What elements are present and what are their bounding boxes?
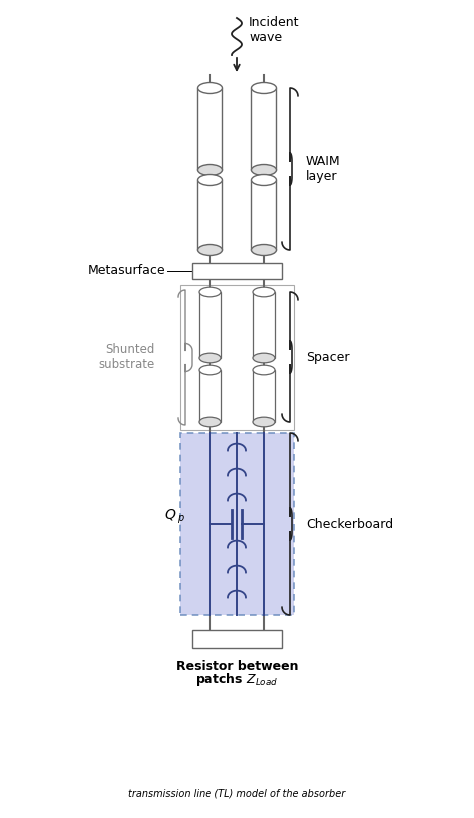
Bar (199, 370, 221, 422)
Ellipse shape (253, 353, 275, 363)
Bar (198, 180, 222, 250)
Ellipse shape (253, 287, 275, 297)
Bar (180, 433, 294, 615)
Bar (192, 263, 282, 279)
Text: WAIM
layer: WAIM layer (306, 155, 341, 183)
Ellipse shape (199, 287, 221, 297)
Ellipse shape (198, 83, 222, 93)
Text: Shunted
substrate: Shunted substrate (99, 343, 155, 371)
Bar (198, 88, 222, 170)
Bar (253, 370, 275, 422)
Text: Metasurface: Metasurface (87, 264, 165, 277)
Ellipse shape (252, 83, 276, 93)
Ellipse shape (253, 365, 275, 375)
Bar (199, 292, 221, 358)
Text: Spacer: Spacer (306, 350, 349, 363)
Bar (252, 88, 276, 170)
Ellipse shape (199, 417, 221, 427)
Bar (180, 285, 294, 430)
Ellipse shape (198, 174, 222, 186)
Text: Checkerboard: Checkerboard (306, 518, 393, 531)
Ellipse shape (198, 164, 222, 176)
Text: patchs $Z_{Load}$: patchs $Z_{Load}$ (195, 672, 279, 689)
Ellipse shape (199, 365, 221, 375)
Bar (192, 630, 282, 648)
Ellipse shape (198, 245, 222, 255)
Text: p: p (177, 513, 183, 523)
Text: Q: Q (164, 507, 175, 521)
Ellipse shape (199, 353, 221, 363)
Ellipse shape (253, 417, 275, 427)
Text: Resistor between: Resistor between (176, 659, 298, 672)
Bar (252, 180, 276, 250)
Text: Incident
wave: Incident wave (249, 16, 300, 44)
Ellipse shape (252, 174, 276, 186)
Text: transmission line (TL) model of the absorber: transmission line (TL) model of the abso… (128, 788, 346, 798)
Ellipse shape (252, 164, 276, 176)
Ellipse shape (252, 245, 276, 255)
Bar (253, 292, 275, 358)
